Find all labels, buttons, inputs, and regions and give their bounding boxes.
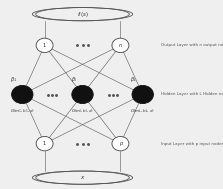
Text: $G(m_l,b_l,x)$: $G(m_l,b_l,x)$ <box>71 107 94 115</box>
Circle shape <box>112 136 129 151</box>
Circle shape <box>36 136 53 151</box>
Text: 1: 1 <box>43 141 46 146</box>
Text: Input Layer with p input nodes: Input Layer with p input nodes <box>161 142 223 146</box>
Circle shape <box>112 38 129 53</box>
Text: $f_i(s)$: $f_i(s)$ <box>77 10 88 19</box>
Text: $\beta_L$: $\beta_L$ <box>130 74 137 84</box>
Circle shape <box>36 38 53 53</box>
Text: $x$: $x$ <box>80 174 85 181</box>
Circle shape <box>12 85 33 104</box>
Circle shape <box>72 85 93 104</box>
Text: $G(m_L,b_L,x)$: $G(m_L,b_L,x)$ <box>130 107 155 115</box>
Text: n: n <box>119 43 122 48</box>
Text: $G(m_1,b_1,x)$: $G(m_1,b_1,x)$ <box>10 107 35 115</box>
Text: Output Layer with n output nodes: Output Layer with n output nodes <box>161 43 223 47</box>
Text: Hidden Layer with L Hidden nodes: Hidden Layer with L Hidden nodes <box>161 92 223 97</box>
Text: p: p <box>119 141 122 146</box>
Text: $\beta_l$: $\beta_l$ <box>70 74 77 84</box>
Circle shape <box>132 85 153 104</box>
Text: $\beta_1$: $\beta_1$ <box>10 74 17 84</box>
Text: 1: 1 <box>43 43 46 48</box>
